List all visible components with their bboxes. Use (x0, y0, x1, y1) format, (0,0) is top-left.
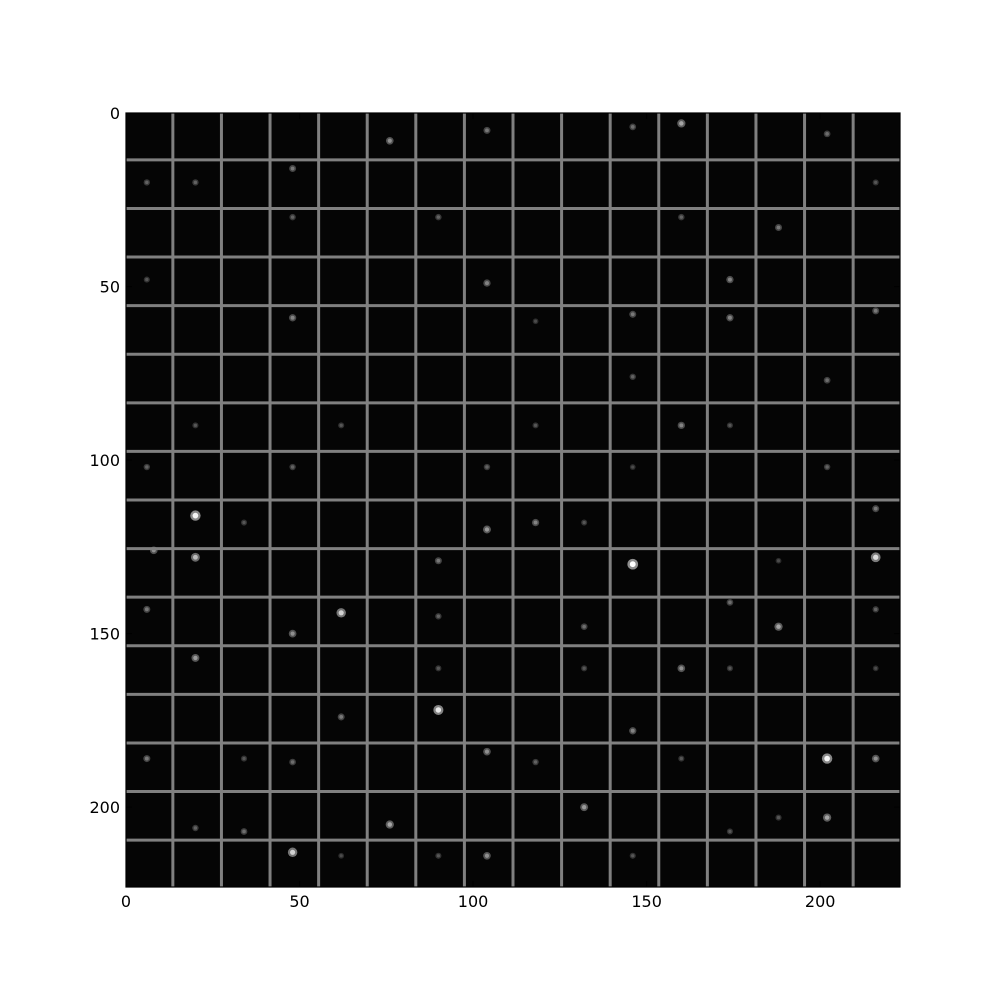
heatmap-spot (436, 614, 441, 619)
heatmap-spot (679, 121, 684, 126)
heatmap-spot (290, 465, 295, 469)
tile-grid-lines (126, 113, 900, 887)
heatmap-spot (630, 312, 635, 317)
heatmap-spot (874, 666, 878, 670)
heatmap-spot (145, 465, 149, 469)
heatmap-spot (874, 180, 878, 185)
heatmap-spot (582, 520, 586, 525)
heatmap-spot (873, 308, 878, 313)
heatmap-spot (776, 225, 781, 230)
heatmap-spot (338, 610, 344, 616)
heatmap-spot (825, 131, 829, 136)
heatmap-spot (339, 715, 344, 719)
heatmap-spot (631, 465, 635, 469)
heatmap-spot (193, 423, 198, 428)
heatmap-spot (290, 849, 296, 855)
heatmap-spot (436, 215, 441, 219)
axis-ticks: 0 50 100 150 200 0 50 100 150 200 (89, 104, 900, 911)
heatmap-spot (242, 520, 246, 525)
heatmap-spot (436, 666, 441, 671)
heatmap-spot (727, 277, 732, 282)
heatmap-spot (728, 600, 732, 605)
heatmap-spot (387, 138, 392, 143)
heatmap-spot (435, 707, 442, 713)
heatmap-spot (630, 728, 635, 733)
heatmap-spot (485, 128, 489, 133)
heatmap-spot (290, 166, 295, 171)
heatmap-spot (144, 607, 149, 612)
heatmap-spot (873, 506, 878, 511)
heatmap-spot (776, 559, 781, 563)
heatmap-spot (533, 520, 538, 525)
heatmap-spot (679, 666, 684, 671)
heatmap-spot (242, 829, 246, 834)
heatmap-spot (873, 607, 878, 612)
x-tick-label: 200 (805, 892, 836, 911)
heatmap-spot (630, 125, 635, 129)
heatmap-spot (679, 423, 684, 428)
heatmap-spot (290, 760, 295, 764)
heatmap-spot (776, 815, 781, 820)
heatmap-spot (824, 815, 830, 820)
heatmap-spot (339, 423, 343, 428)
heatmap-spot (825, 465, 829, 469)
heatmap-spot (727, 315, 732, 320)
heatmap-spot (582, 624, 586, 629)
heatmap-spot (192, 512, 199, 519)
heatmap-spot (679, 756, 684, 761)
heatmap-spot (728, 423, 732, 428)
heatmap-spot (776, 624, 781, 629)
y-tick-label: 100 (89, 451, 120, 470)
heatmap-spot (242, 756, 246, 761)
heatmap-spot (290, 315, 295, 320)
heatmap-spot (728, 666, 732, 671)
x-tick-label: 150 (631, 892, 662, 911)
heatmap-spot (679, 215, 684, 219)
y-tick-label: 150 (89, 625, 120, 644)
x-tick-label: 50 (289, 892, 309, 911)
heatmap-spot (873, 554, 879, 560)
heatmap-spot (145, 180, 149, 185)
heatmap-spot (533, 760, 538, 764)
heatmap-spot (582, 666, 586, 671)
y-tick-label: 0 (110, 104, 120, 123)
heatmap-spot (728, 829, 732, 834)
x-tick-label: 100 (458, 892, 489, 911)
heatmap-spot (193, 180, 198, 185)
heatmap-spot (290, 631, 295, 636)
y-tick-label: 200 (89, 798, 120, 817)
heatmap-spot (436, 558, 441, 563)
heatmap-spot (484, 853, 490, 858)
heatmap-spot (533, 423, 538, 428)
heatmap-spot (339, 854, 343, 858)
heatmap-spot (290, 215, 295, 219)
heatmap-spot (533, 319, 538, 323)
heatmap-spot (387, 822, 393, 827)
heatmap-spot (485, 465, 489, 469)
heatmap-spot (873, 756, 878, 761)
heatmap-spot (193, 554, 198, 560)
y-tick-label: 50 (100, 278, 120, 297)
heatmap-spot (630, 375, 635, 379)
heatmap-spot (824, 755, 830, 762)
heatmap-spot (145, 277, 149, 282)
heatmap-spot (484, 527, 490, 532)
heatmap-spot (484, 281, 489, 286)
heatmap-spot (436, 854, 441, 858)
x-tick-label: 0 (121, 892, 131, 911)
heatmap-spot (193, 655, 198, 661)
heatmap-spot (581, 805, 587, 810)
heatmap-spot (825, 378, 829, 383)
heatmap-spot (631, 854, 635, 858)
heatmap-spot (629, 561, 636, 568)
heatmap-spot (484, 749, 490, 754)
heatmap-spot (193, 826, 198, 830)
heatmap-spot (144, 756, 149, 761)
axes-frame (125, 112, 901, 888)
